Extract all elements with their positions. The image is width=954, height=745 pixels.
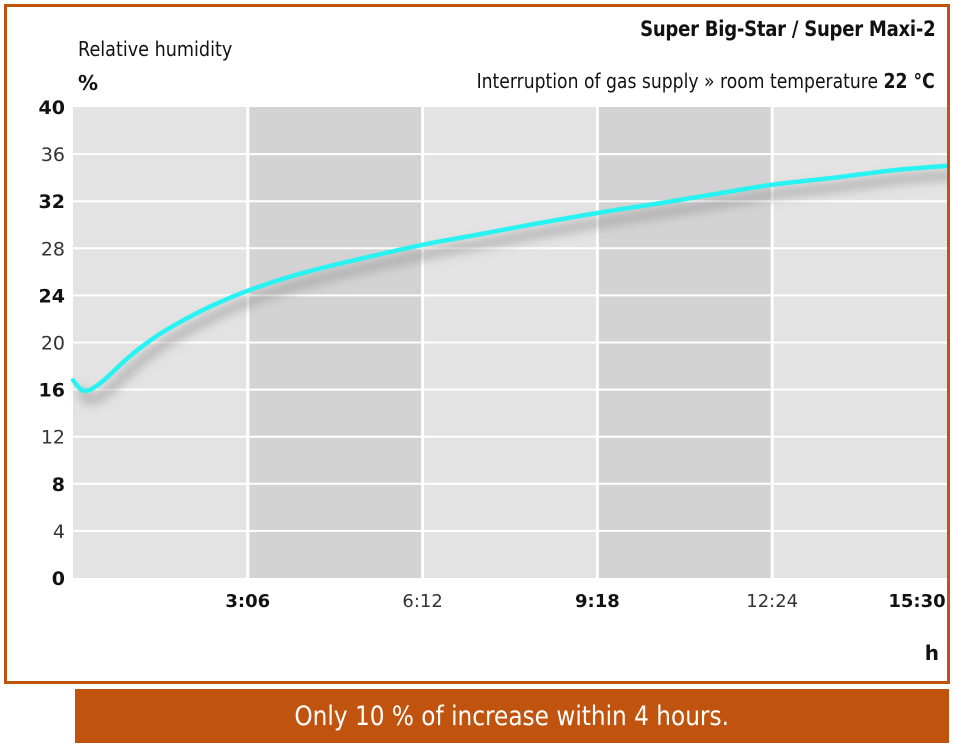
y-axis-unit: % [78,71,99,95]
subtitle-text: Interruption of gas supply » room temper… [476,69,884,93]
humidity-series-line [70,163,947,394]
y-tick-label: 28 [41,238,65,260]
y-tick-label: 36 [41,144,65,166]
y-tick-label: 0 [52,568,65,590]
x-axis-ticks: 3:06 6:12 9:18 12:24 15:30 [225,591,945,612]
chart-title: Super Big-Star / Super Maxi-2 [639,17,936,41]
subtitle-temperature: 22 °C [883,69,935,93]
y-tick-label: 32 [39,191,65,213]
y-tick-label: 24 [39,285,65,307]
series-layer [70,163,947,405]
x-tick-label: 9:18 [575,591,620,612]
y-tick-label: 40 [39,97,65,119]
x-tick-label: 12:24 [746,591,798,612]
x-tick-label: 3:06 [225,591,270,612]
x-tick-label: 15:30 [888,591,945,612]
summary-banner: Only 10 % of increase within 4 hours. [75,689,949,743]
grid-lines [73,107,947,578]
chart-frame: 0 4 8 12 16 20 24 28 32 36 40 3:06 6:12 9:18 12:24 15:… [4,4,950,684]
summary-text: Only 10 % of increase within 4 hours. [294,700,730,732]
y-tick-label: 16 [39,380,65,402]
series-line-shadow [75,170,947,405]
y-tick-label: 8 [52,474,65,496]
chart-subtitle: Interruption of gas supply » room temper… [477,69,935,93]
y-tick-label: 4 [53,521,65,543]
y-tick-label: 20 [41,333,65,355]
y-axis-label: Relative humidity [78,37,233,61]
x-tick-label: 6:12 [402,591,442,612]
y-tick-label: 12 [41,427,65,449]
y-axis-ticks: 0 4 8 12 16 20 24 28 32 36 40 [39,97,65,590]
humidity-chart: 0 4 8 12 16 20 24 28 32 36 40 3:06 6:12 9:18 12:24 15:… [39,97,947,612]
x-axis-unit: h [924,641,939,665]
